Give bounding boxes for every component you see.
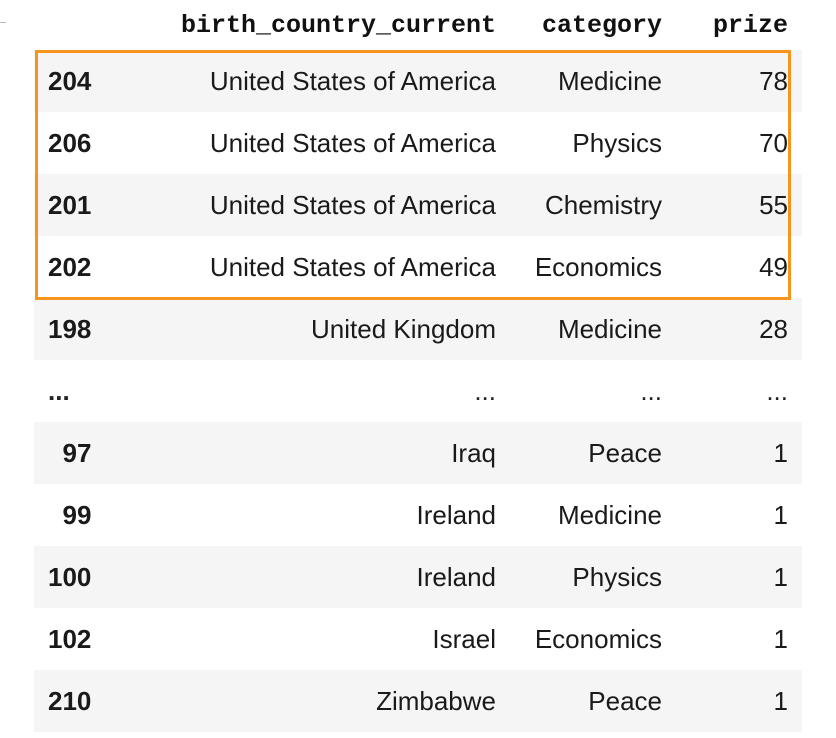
cell-category: ... — [640, 375, 662, 406]
row-index: 99 — [62, 499, 92, 530]
cell-prize: ... — [766, 375, 788, 406]
cell-category: Peace — [588, 685, 662, 716]
cell-category: Physics — [572, 561, 662, 592]
row-index: 100 — [48, 561, 92, 592]
cell-prize: 1 — [773, 685, 788, 716]
cell-prize: 1 — [773, 561, 788, 592]
cell-birth-country: United States of America — [209, 189, 496, 220]
table-row: 206 United States of America Physics 70 — [34, 112, 802, 174]
table-row: 198 United Kingdom Medicine 28 — [34, 298, 802, 360]
row-index: 97 — [62, 437, 92, 468]
cell-category: Physics — [572, 127, 662, 158]
cell-birth-country: Iraq — [451, 437, 496, 468]
cell-birth-country: United States of America — [209, 127, 496, 158]
cell-birth-country: United States of America — [209, 65, 496, 96]
table-row: 99 Ireland Medicine 1 — [34, 484, 802, 546]
column-header-birth-country: birth_country_current — [180, 10, 496, 40]
cell-category: Medicine — [557, 313, 662, 344]
cell-prize: 1 — [773, 437, 788, 468]
row-index: 206 — [48, 127, 92, 158]
cell-birth-country: ... — [474, 375, 496, 406]
cell-birth-country: Ireland — [416, 561, 497, 592]
cell-prize: 78 — [759, 65, 788, 96]
dataframe-table: birth_country_current category prize 204… — [34, 0, 802, 732]
cell-category: Chemistry — [544, 189, 662, 220]
cell-prize: 49 — [759, 251, 788, 282]
column-header-prize: prize — [712, 10, 788, 40]
row-index: 102 — [48, 623, 92, 654]
cell-prize: 1 — [773, 623, 788, 654]
cell-birth-country: Ireland — [416, 499, 497, 530]
cell-gutter-mark — [0, 22, 6, 23]
table-row: 204 United States of America Medicine 78 — [34, 50, 802, 112]
cell-birth-country: United States of America — [209, 251, 496, 282]
row-index: ... — [48, 375, 70, 406]
cell-category: Economics — [534, 251, 662, 282]
cell-birth-country: Israel — [432, 623, 496, 654]
cell-category: Medicine — [557, 499, 662, 530]
table-row: 202 United States of America Economics 4… — [34, 236, 802, 298]
cell-birth-country: Zimbabwe — [376, 685, 496, 716]
table-row: 97 Iraq Peace 1 — [34, 422, 802, 484]
cell-prize: 1 — [773, 499, 788, 530]
index-header — [34, 0, 120, 50]
cell-category: Medicine — [557, 65, 662, 96]
header-row: birth_country_current category prize — [34, 0, 802, 50]
ellipsis-row: ... ... ... ... — [34, 360, 802, 422]
table-row: 210 Zimbabwe Peace 1 — [34, 670, 802, 732]
cell-category: Economics — [534, 623, 662, 654]
row-index: 204 — [48, 65, 92, 96]
cell-prize: 55 — [759, 189, 788, 220]
row-index: 201 — [48, 189, 92, 220]
table-row: 201 United States of America Chemistry 5… — [34, 174, 802, 236]
cell-birth-country: United Kingdom — [311, 313, 496, 344]
cell-prize: 28 — [759, 313, 788, 344]
row-index: 202 — [48, 251, 92, 282]
cell-prize: 70 — [759, 127, 788, 158]
row-index: 210 — [48, 685, 92, 716]
column-header-category: category — [541, 10, 662, 40]
table-row: 100 Ireland Physics 1 — [34, 546, 802, 608]
cell-category: Peace — [588, 437, 662, 468]
row-index: 198 — [48, 313, 92, 344]
table-row: 102 Israel Economics 1 — [34, 608, 802, 670]
